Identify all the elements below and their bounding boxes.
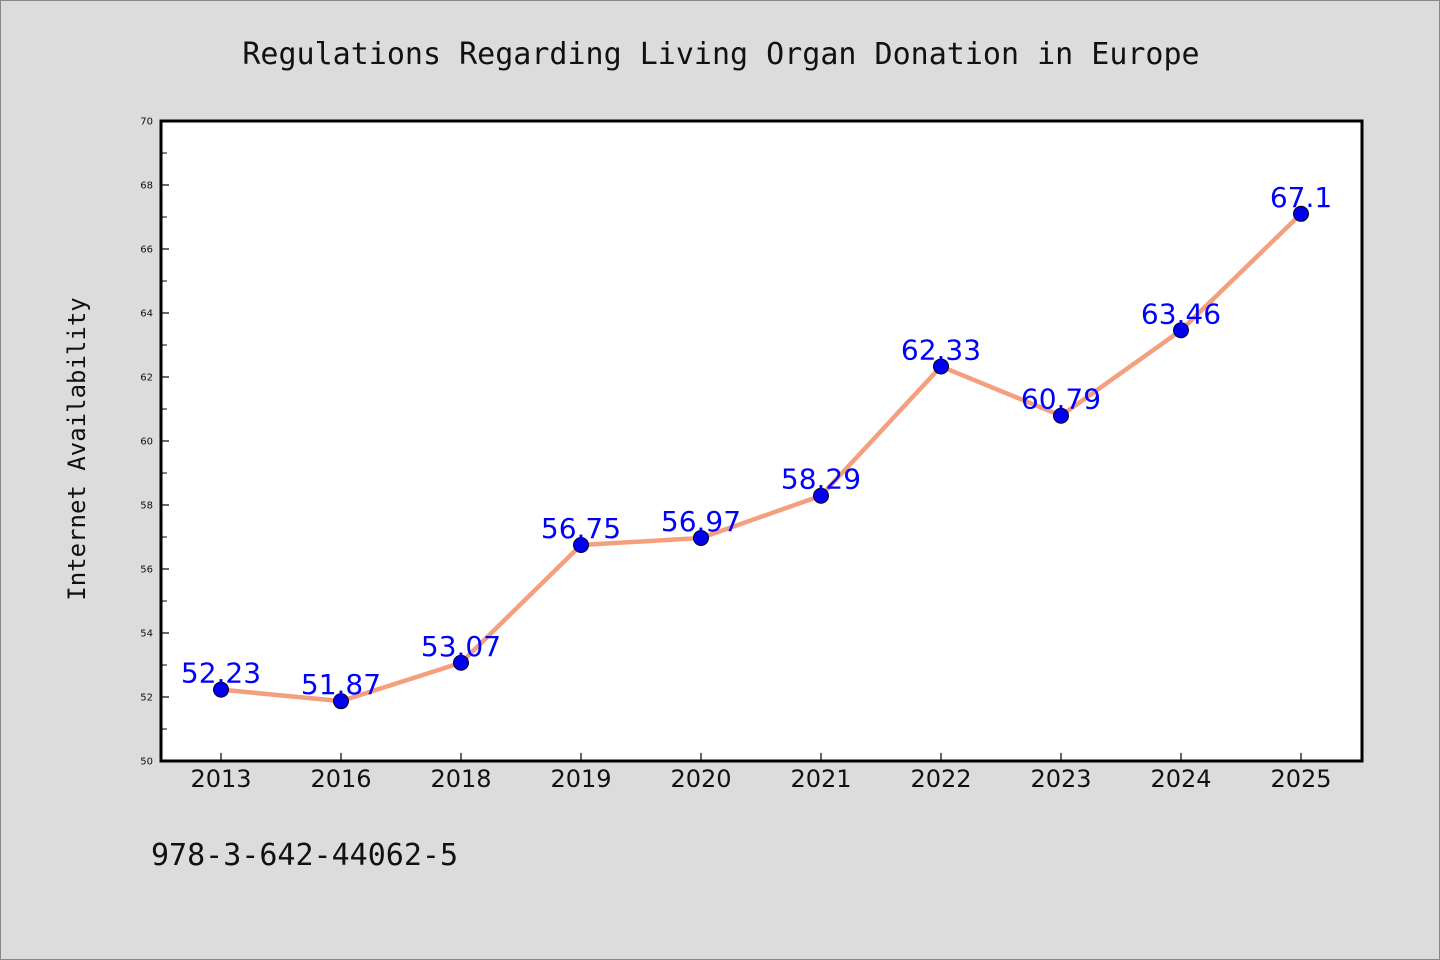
y-tick-label: 50 <box>140 757 153 768</box>
data-point <box>333 693 349 710</box>
y-axis-label: Internet Availability <box>63 297 91 600</box>
data-label: 53.07 <box>421 630 501 663</box>
x-tick-label: 2025 <box>1270 765 1331 793</box>
x-tick-label: 2016 <box>310 765 371 793</box>
x-tick-label: 2019 <box>550 765 611 793</box>
series-layer <box>213 205 1309 710</box>
x-tick-label: 2023 <box>1030 765 1091 793</box>
data-label: 52.23 <box>181 657 261 690</box>
data-point <box>1173 322 1189 339</box>
y-tick-label: 60 <box>140 437 153 448</box>
y-tick-label: 64 <box>140 309 153 320</box>
data-label: 67.1 <box>1270 181 1332 214</box>
data-label: 60.79 <box>1021 383 1101 416</box>
y-tick-label: 58 <box>140 501 153 512</box>
y-tick-label: 56 <box>140 565 153 576</box>
y-tick-label: 68 <box>140 181 153 192</box>
plot-area <box>159 119 1364 763</box>
y-tick-label: 66 <box>140 245 153 256</box>
chart-title: Regulations Regarding Living Organ Donat… <box>242 37 1199 72</box>
x-tick-label: 2018 <box>430 765 491 793</box>
data-label: 51.87 <box>301 668 381 701</box>
data-label: 63.46 <box>1141 297 1221 330</box>
data-point <box>813 487 829 504</box>
series-line <box>218 211 1304 704</box>
data-label: 58.29 <box>781 463 861 496</box>
x-tick-label: 2024 <box>1150 765 1211 793</box>
data-point <box>573 537 589 553</box>
data-point <box>1053 407 1069 424</box>
y-tick-label: 52 <box>140 693 153 704</box>
data-point <box>213 681 229 698</box>
data-label: 56.75 <box>541 512 621 545</box>
x-tick-label: 2022 <box>910 765 971 793</box>
x-tick-label: 2013 <box>190 765 251 793</box>
chart-annotation: 978-3-642-44062-5 <box>151 838 458 873</box>
y-tick-label: 70 <box>140 117 153 128</box>
y-axis: 50 52 54 56 58 60 62 64 66 68 70 <box>140 117 169 768</box>
data-point <box>1293 205 1309 222</box>
data-label: 62.33 <box>901 333 981 366</box>
x-tick-label: 2020 <box>670 765 731 793</box>
data-label: 56.97 <box>661 505 741 538</box>
x-axis: 2013 2016 2018 2019 2020 2021 2022 2023 2024 2025 <box>190 753 1332 793</box>
data-point <box>693 529 709 546</box>
data-labels: 52.23 51.87 53.07 56.75 56.97 58.29 62.33 60.79… <box>181 181 1332 701</box>
data-point <box>453 654 469 671</box>
y-tick-label: 54 <box>140 629 153 640</box>
x-tick-label: 2021 <box>790 765 851 793</box>
y-tick-label: 62 <box>140 373 153 384</box>
data-point <box>933 358 949 375</box>
